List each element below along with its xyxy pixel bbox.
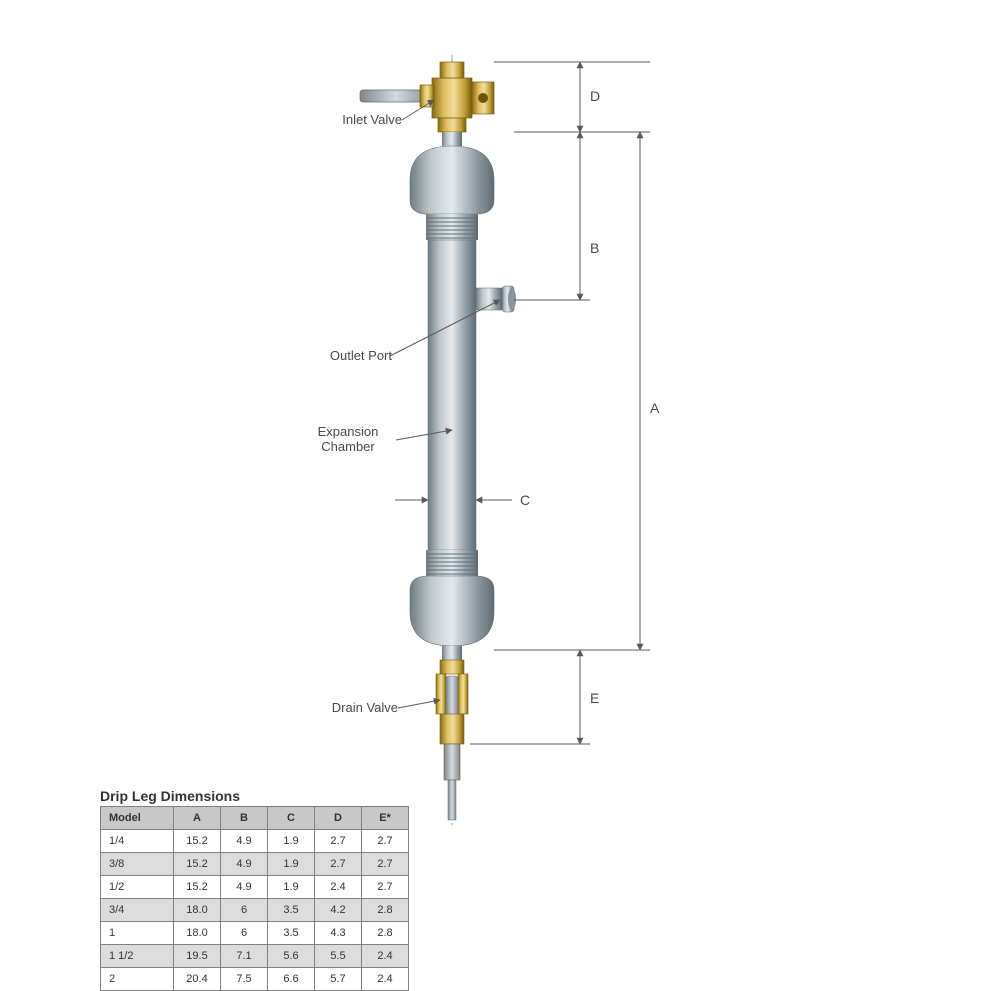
table-cell: 6 bbox=[221, 922, 268, 945]
table-row: 1/415.24.91.92.72.7 bbox=[101, 830, 409, 853]
table-cell: 18.0 bbox=[174, 899, 221, 922]
expansion-chamber bbox=[428, 240, 476, 550]
dimensions-table: Model A B C D E* 1/415.24.91.92.72.73/81… bbox=[100, 806, 409, 991]
table-header-row: Model A B C D E* bbox=[101, 807, 409, 830]
table-cell: 3.5 bbox=[268, 922, 315, 945]
dim-B: B bbox=[590, 240, 599, 256]
table-cell: 18.0 bbox=[174, 922, 221, 945]
table-cell: 4.3 bbox=[315, 922, 362, 945]
col-C: C bbox=[268, 807, 315, 830]
dim-D: D bbox=[590, 88, 600, 104]
dim-C: C bbox=[520, 492, 530, 508]
outlet-port bbox=[476, 286, 516, 312]
upper-bulb bbox=[410, 132, 494, 214]
table-cell: 1 bbox=[101, 922, 174, 945]
label-expansion-chamber: Expansion Chamber bbox=[300, 424, 396, 454]
table-cell: 2.7 bbox=[315, 853, 362, 876]
table-cell: 1.9 bbox=[268, 853, 315, 876]
table-cell: 2.4 bbox=[362, 968, 409, 991]
table-cell: 2.7 bbox=[362, 876, 409, 899]
table-cell: 1.9 bbox=[268, 876, 315, 899]
table-cell: 3/4 bbox=[101, 899, 174, 922]
lower-bulb bbox=[410, 576, 494, 660]
table-cell: 1/2 bbox=[101, 876, 174, 899]
label-inlet-valve: Inlet Valve bbox=[312, 112, 402, 127]
table-cell: 15.2 bbox=[174, 876, 221, 899]
label-expansion-l1: Expansion bbox=[318, 424, 379, 439]
table-row: 118.063.54.32.8 bbox=[101, 922, 409, 945]
table-row: 220.47.56.65.72.4 bbox=[101, 968, 409, 991]
col-D: D bbox=[315, 807, 362, 830]
table-cell: 2.8 bbox=[362, 922, 409, 945]
col-A: A bbox=[174, 807, 221, 830]
table-cell: 4.9 bbox=[221, 853, 268, 876]
table-cell: 2.4 bbox=[362, 945, 409, 968]
thread-top bbox=[426, 214, 478, 240]
dim-A: A bbox=[650, 400, 659, 416]
table-cell: 4.9 bbox=[221, 830, 268, 853]
table-cell: 15.2 bbox=[174, 830, 221, 853]
table-cell: 2.7 bbox=[362, 830, 409, 853]
table-cell: 20.4 bbox=[174, 968, 221, 991]
table-cell: 6.6 bbox=[268, 968, 315, 991]
label-drain-valve: Drain Valve bbox=[308, 700, 398, 715]
table-cell: 2.4 bbox=[315, 876, 362, 899]
table-cell: 4.9 bbox=[221, 876, 268, 899]
table-cell: 5.7 bbox=[315, 968, 362, 991]
col-B: B bbox=[221, 807, 268, 830]
table-cell: 6 bbox=[221, 899, 268, 922]
table-cell: 2.7 bbox=[315, 830, 362, 853]
table-cell: 5.6 bbox=[268, 945, 315, 968]
table-cell: 4.2 bbox=[315, 899, 362, 922]
dim-E: E bbox=[590, 690, 599, 706]
table-cell: 2.8 bbox=[362, 899, 409, 922]
table-cell: 5.5 bbox=[315, 945, 362, 968]
table-cell: 3/8 bbox=[101, 853, 174, 876]
table-title: Drip Leg Dimensions bbox=[100, 788, 240, 804]
table-cell: 7.5 bbox=[221, 968, 268, 991]
table-cell: 1 1/2 bbox=[101, 945, 174, 968]
table-cell: 1/4 bbox=[101, 830, 174, 853]
table-cell: 3.5 bbox=[268, 899, 315, 922]
table-cell: 2 bbox=[101, 968, 174, 991]
drain-valve bbox=[436, 660, 468, 820]
table-row: 3/418.063.54.22.8 bbox=[101, 899, 409, 922]
col-E: E* bbox=[362, 807, 409, 830]
table-cell: 1.9 bbox=[268, 830, 315, 853]
table-cell: 2.7 bbox=[362, 853, 409, 876]
label-outlet-port: Outlet Port bbox=[302, 348, 392, 363]
label-expansion-l2: Chamber bbox=[321, 439, 374, 454]
table-row: 1/215.24.91.92.42.7 bbox=[101, 876, 409, 899]
table-row: 1 1/219.57.15.65.52.4 bbox=[101, 945, 409, 968]
table-cell: 7.1 bbox=[221, 945, 268, 968]
table-cell: 19.5 bbox=[174, 945, 221, 968]
col-model: Model bbox=[101, 807, 174, 830]
table-cell: 15.2 bbox=[174, 853, 221, 876]
thread-bottom bbox=[426, 550, 478, 576]
table-row: 3/815.24.91.92.72.7 bbox=[101, 853, 409, 876]
